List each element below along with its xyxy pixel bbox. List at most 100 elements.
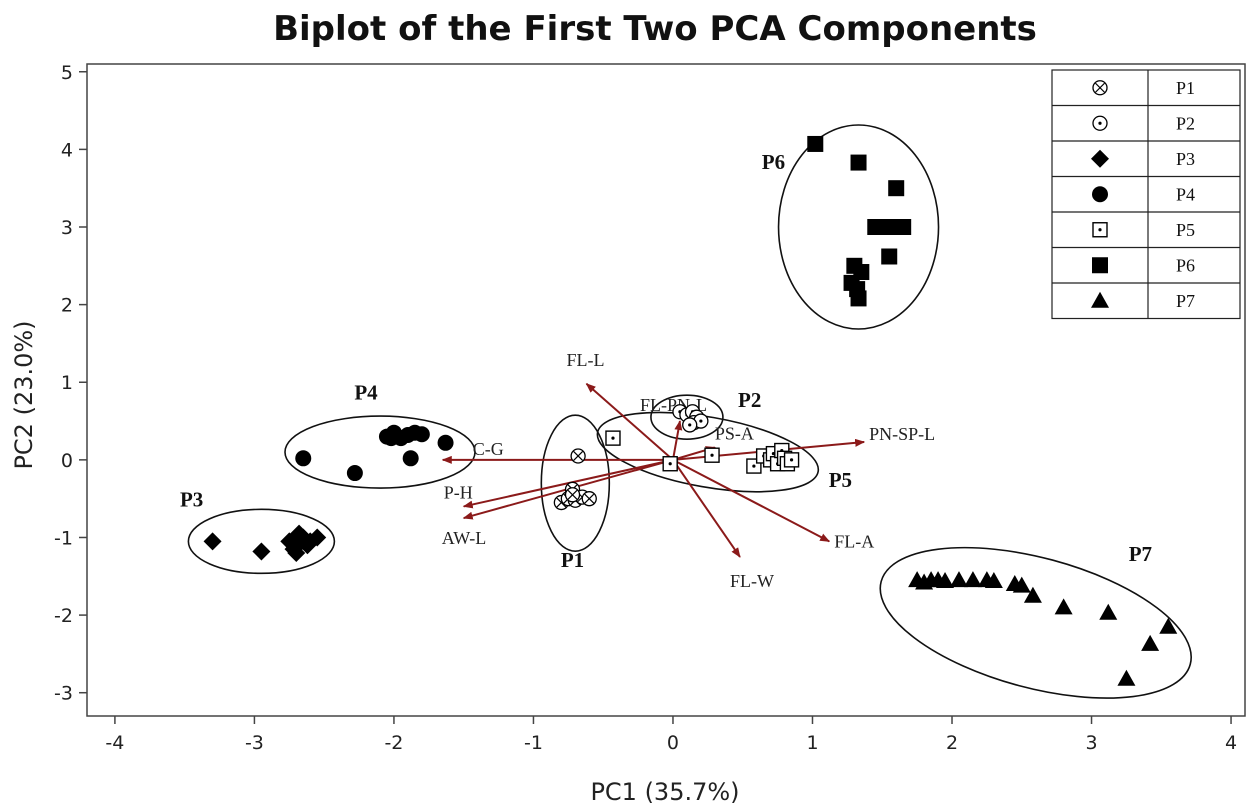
y-tick-label: 5	[61, 62, 73, 84]
legend-marker-p1	[1092, 80, 1108, 96]
x-tick-label: 2	[946, 732, 958, 754]
loading-label-fl-l: FL-L	[566, 350, 604, 370]
group-label-p1: P1	[561, 548, 584, 572]
x-tick-label: -2	[384, 732, 403, 754]
x-axis-title: PC1 (35.7%)	[590, 778, 739, 806]
legend-marker-p4	[1092, 186, 1108, 203]
point-p7	[949, 571, 968, 588]
point-p3	[252, 542, 271, 561]
legend-marker-p2	[1092, 115, 1108, 131]
group-ellipse-p6	[777, 124, 940, 330]
group-label-p2: P2	[738, 388, 761, 412]
plot-frame	[86, 63, 1246, 717]
y-tick-label: -2	[54, 605, 73, 627]
point-p4	[413, 426, 430, 443]
legend-marker-p3	[1091, 149, 1109, 168]
y-tick-label: 3	[61, 217, 73, 239]
legend-label-p6: P6	[1176, 255, 1195, 275]
group-label-p5: P5	[829, 468, 852, 492]
point-p7	[1159, 617, 1178, 634]
legend-label-p5: P5	[1176, 220, 1195, 240]
x-tick-label: -4	[105, 732, 124, 754]
loading-vector-fl-a	[672, 458, 831, 543]
loading-label-pn-sp-l: PN-SP-L	[869, 424, 935, 444]
group-ellipse-p4	[284, 415, 476, 489]
point-p6	[850, 290, 867, 307]
point-p7	[1117, 669, 1136, 686]
point-p6	[881, 219, 898, 235]
legend-marker-p7	[1091, 291, 1109, 308]
y-tick-label: 1	[61, 372, 73, 394]
point-p7	[1099, 603, 1118, 620]
series-p6	[807, 135, 912, 307]
point-p7	[1012, 576, 1031, 593]
series-p7	[908, 571, 1178, 686]
y-tick-label: 4	[61, 139, 73, 161]
point-p5	[704, 447, 720, 463]
loading-vector-fl-w	[672, 459, 741, 558]
point-p3	[290, 524, 309, 543]
group-label-p6: P6	[762, 150, 785, 174]
point-p7	[984, 571, 1003, 588]
point-p3	[203, 532, 222, 551]
point-p2	[693, 413, 709, 429]
point-p6	[850, 154, 867, 171]
legend-label-p1: P1	[1176, 78, 1195, 98]
point-p6	[888, 180, 905, 197]
point-p2	[682, 417, 698, 433]
point-p7	[963, 571, 982, 588]
point-p6	[807, 135, 824, 152]
loading-label-p-h: P-H	[444, 482, 473, 502]
group-ellipse-p3	[187, 508, 336, 575]
point-p7	[936, 571, 955, 588]
point-p5	[783, 452, 800, 468]
group-ellipse-p5	[596, 411, 820, 493]
point-p6	[881, 248, 898, 265]
point-p5	[662, 456, 678, 472]
x-tick-label: 1	[806, 732, 818, 754]
y-tick-label: 2	[61, 295, 73, 317]
point-p4	[295, 450, 312, 467]
point-p4	[437, 434, 454, 451]
y-tick-label: -1	[54, 527, 73, 549]
series-p3	[203, 524, 327, 562]
point-p4	[346, 465, 363, 482]
point-p7	[1023, 586, 1042, 603]
point-p6	[895, 219, 912, 235]
group-label-p4: P4	[354, 380, 378, 404]
point-p7	[1141, 634, 1160, 651]
loading-label-fl-a: FL-A	[834, 531, 874, 551]
point-p1	[564, 487, 581, 503]
point-p7	[1054, 598, 1073, 615]
point-p6	[867, 219, 884, 235]
legend-label-p7: P7	[1176, 291, 1195, 311]
x-tick-label: 0	[667, 732, 679, 754]
group-ellipse-p2	[650, 394, 724, 440]
loading-vector-fl-l	[585, 383, 674, 461]
loading-label-ps-a: PS-A	[715, 423, 754, 443]
chart-title: Biplot of the First Two PCA Components	[273, 9, 1037, 49]
y-axis-title: PC2 (23.0%)	[10, 320, 38, 469]
group-ellipse-p7	[879, 546, 1192, 699]
group-label-p7: P7	[1129, 542, 1152, 566]
y-tick-label: 0	[61, 450, 73, 472]
x-tick-label: -3	[245, 732, 264, 754]
point-p1	[570, 448, 586, 464]
legend: P1 P2 P3 P4 P5 P6 P7	[1051, 69, 1241, 320]
y-tick-label: -3	[54, 683, 73, 705]
loading-vector-fl-pn-l	[671, 420, 683, 461]
loading-label-c-g: C-G	[473, 439, 504, 459]
legend-label-p2: P2	[1176, 113, 1195, 133]
x-tick-label: 3	[1085, 732, 1097, 754]
x-tick-label: 4	[1225, 732, 1237, 754]
loading-label-aw-l: AW-L	[442, 528, 487, 548]
group-ellipse-p1	[540, 414, 611, 552]
legend-marker-p5	[1092, 222, 1108, 238]
series-p1	[553, 448, 597, 511]
legend-label-p3: P3	[1176, 149, 1195, 169]
point-p5	[605, 430, 621, 446]
point-p1	[581, 491, 597, 507]
point-p4	[402, 450, 419, 467]
legend-marker-p6	[1092, 257, 1108, 274]
